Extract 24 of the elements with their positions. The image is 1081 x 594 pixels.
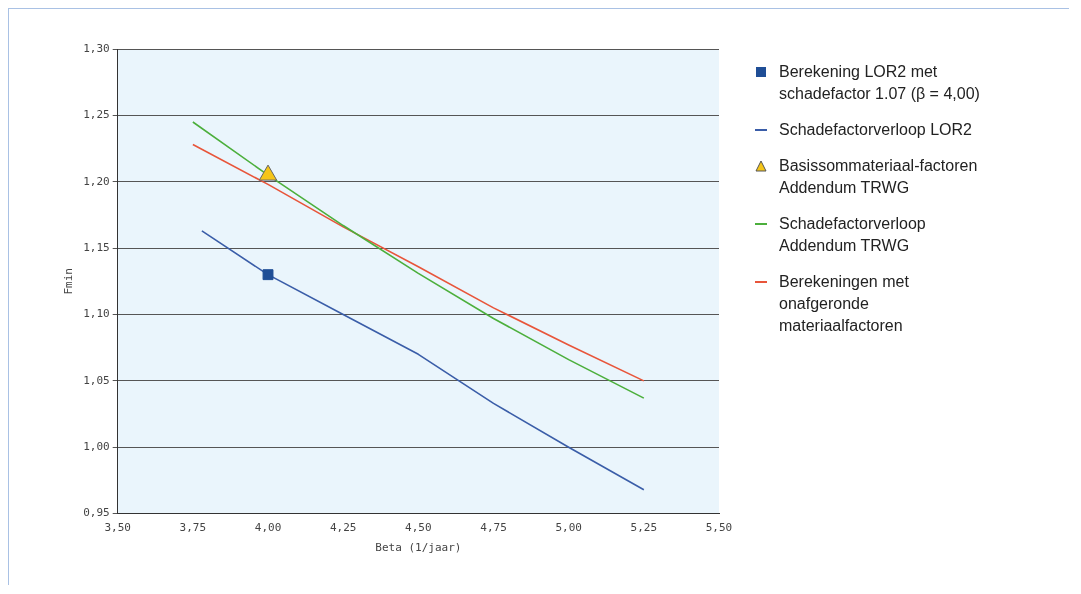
legend-label: Schadefactorverloop Addendum TRWG xyxy=(779,214,927,256)
y-axis-title: Fmin xyxy=(62,268,76,295)
y-tick-label: 1,30 xyxy=(83,41,110,55)
x-tick-label: 3,75 xyxy=(179,521,207,535)
x-tick-label: 5,50 xyxy=(705,521,733,535)
legend-label: Basissommateriaal-factoren Addendum TRWG xyxy=(779,156,979,198)
x-tick-label: 4,75 xyxy=(480,521,507,535)
x-tick-label: 3,50 xyxy=(104,521,131,535)
x-tick-label: 5,25 xyxy=(630,521,658,535)
legend-label: Schadefactorverloop LOR2 xyxy=(779,120,973,140)
legend-label: Berekeningen met onafgeronde materiaalfactoren xyxy=(779,272,910,336)
legend-label: Berekening LOR2 met schadefactor 1.07 (β = 4,00) xyxy=(779,62,981,104)
y-tick-label: 0,95 xyxy=(83,506,110,520)
x-tick-label: 5,00 xyxy=(555,521,582,535)
y-tick-label: 1,25 xyxy=(83,108,110,122)
x-tick-label: 4,50 xyxy=(405,521,432,535)
y-tick-label: 1,05 xyxy=(83,373,110,387)
y-tick-label: 1,15 xyxy=(83,240,110,254)
x-axis-title: Beta (1/jaar) xyxy=(375,541,462,555)
y-tick-label: 1,20 xyxy=(83,174,110,188)
x-tick-label: 4,00 xyxy=(254,521,282,535)
x-tick-label: 4,25 xyxy=(329,521,357,535)
y-tick-label: 1,00 xyxy=(83,440,110,454)
y-tick-label: 1,10 xyxy=(83,307,110,321)
